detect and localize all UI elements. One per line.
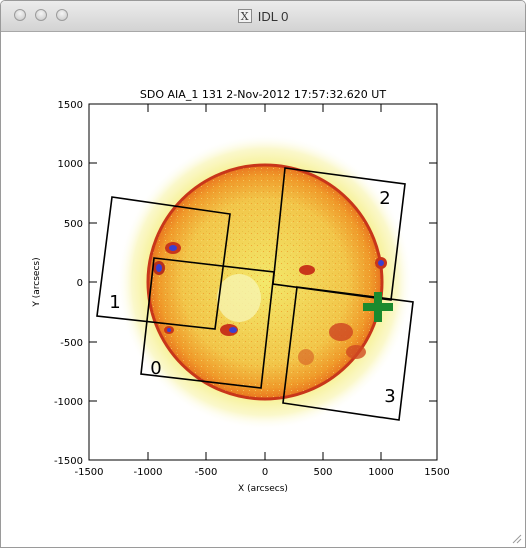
x-tick-label: -1000 — [133, 467, 162, 478]
title-bar[interactable]: X IDL 0 — [1, 1, 525, 32]
window-title-group: X IDL 0 — [1, 1, 525, 31]
x-tick-label: 500 — [313, 467, 332, 478]
minimize-button[interactable] — [35, 9, 47, 21]
box-label-3: 3 — [384, 386, 395, 407]
box-label-1: 1 — [109, 292, 120, 313]
bright-region — [217, 274, 261, 322]
y-tick-label: 1000 — [58, 159, 83, 170]
green-plus-marker — [363, 292, 393, 322]
y-tick-label: -500 — [60, 338, 83, 349]
solar-limb — [146, 163, 384, 401]
x-tick-labels: -1500 -1000 -500 0 500 1000 1500 — [74, 467, 449, 478]
zoom-button[interactable] — [56, 9, 68, 21]
x-tick-label: -1500 — [74, 467, 103, 478]
resize-grip-icon[interactable] — [510, 532, 522, 544]
y-tick-label: 500 — [64, 219, 83, 230]
y-tick-labels: 1500 1000 500 0 -500 -1000 -1500 — [54, 100, 83, 467]
axis-ticks — [89, 104, 437, 460]
y-tick-label: 0 — [77, 278, 83, 289]
y-tick-label: -1500 — [54, 456, 83, 467]
window-title: IDL 0 — [257, 8, 289, 24]
x11-icon: X — [237, 9, 252, 23]
fov-box-1 — [96, 196, 231, 330]
disk-texture — [147, 164, 383, 400]
x-tick-label: 0 — [262, 467, 268, 478]
x-tick-label: -500 — [195, 467, 218, 478]
x-tick-label: 1000 — [368, 467, 393, 478]
y-tick-label: -1000 — [54, 397, 83, 408]
y-tick-label: 1500 — [58, 100, 83, 111]
y-axis-label: Y (arcsecs) — [32, 257, 42, 307]
fov-box-2 — [272, 167, 406, 301]
box-label-2: 2 — [379, 188, 390, 209]
x-tick-label: 1500 — [424, 467, 449, 478]
active-regions — [153, 242, 387, 365]
fov-box-0 — [140, 257, 275, 389]
x-axis-label: X (arcsecs) — [238, 484, 288, 494]
close-button[interactable] — [14, 9, 26, 21]
plot-title: SDO AIA_1 131 2-Nov-2012 17:57:32.620 UT — [140, 88, 386, 101]
plot-canvas: 0 1 2 3 — [32, 88, 450, 494]
box-label-0: 0 — [150, 358, 161, 379]
